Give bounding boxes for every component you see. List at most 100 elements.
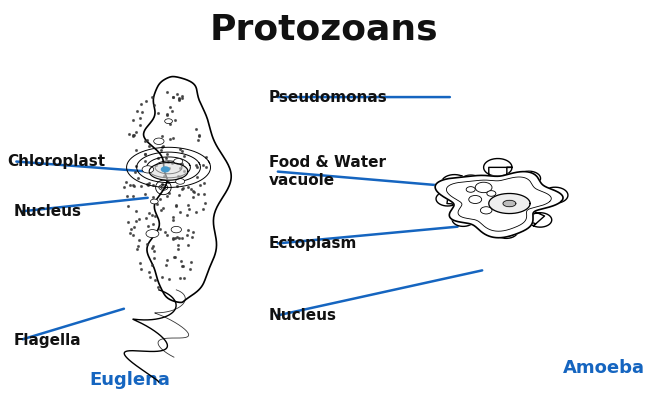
Text: Amoeba: Amoeba	[563, 359, 645, 377]
Point	[177, 186, 187, 192]
Point	[198, 162, 208, 169]
Point	[195, 132, 205, 139]
Point	[164, 120, 175, 127]
Point	[140, 138, 150, 144]
Point	[164, 276, 174, 283]
Point	[173, 246, 183, 252]
Point	[125, 230, 136, 236]
Point	[148, 193, 159, 200]
Point	[168, 217, 178, 223]
Polygon shape	[435, 172, 563, 238]
Point	[140, 191, 150, 198]
Point	[164, 190, 174, 196]
Polygon shape	[452, 198, 502, 226]
Point	[133, 243, 143, 249]
Point	[162, 232, 172, 239]
Point	[153, 284, 163, 290]
Point	[134, 216, 145, 222]
Point	[136, 266, 147, 272]
Point	[198, 180, 209, 186]
Text: Protozoans: Protozoans	[209, 13, 438, 47]
Point	[161, 154, 172, 161]
Point	[128, 193, 138, 199]
Point	[141, 136, 152, 143]
Point	[124, 181, 135, 188]
Point	[147, 199, 158, 205]
Point	[157, 274, 167, 280]
Point	[191, 125, 201, 132]
Point	[168, 135, 179, 141]
Point	[189, 189, 199, 195]
Point	[192, 174, 202, 181]
Point	[149, 255, 160, 261]
Point	[197, 206, 208, 212]
Point	[159, 173, 169, 179]
Point	[168, 94, 178, 101]
Point	[162, 179, 173, 185]
Point	[170, 254, 181, 260]
Text: Nucleus: Nucleus	[269, 308, 337, 324]
Point	[147, 243, 158, 249]
Point	[158, 205, 168, 211]
Point	[140, 150, 150, 157]
Point	[183, 242, 193, 248]
Point	[156, 147, 166, 153]
Point	[170, 117, 180, 123]
Point	[183, 226, 193, 233]
Circle shape	[142, 166, 154, 173]
Polygon shape	[483, 158, 512, 202]
Point	[128, 224, 139, 231]
Point	[130, 169, 140, 175]
Point	[174, 274, 185, 281]
Point	[140, 151, 151, 157]
Point	[175, 174, 185, 181]
Circle shape	[164, 119, 172, 124]
Point	[162, 89, 172, 95]
Circle shape	[146, 230, 159, 238]
Point	[152, 201, 162, 208]
Point	[193, 132, 204, 139]
Point	[134, 237, 145, 243]
Polygon shape	[149, 162, 188, 180]
Text: Chloroplast: Chloroplast	[7, 154, 105, 169]
Point	[164, 164, 175, 171]
Point	[182, 212, 193, 218]
Point	[162, 111, 172, 117]
Point	[123, 131, 134, 138]
Point	[141, 98, 151, 105]
Point	[126, 225, 136, 232]
Point	[192, 164, 202, 170]
Point	[136, 100, 147, 107]
Point	[165, 135, 176, 142]
Polygon shape	[441, 174, 502, 206]
Point	[193, 191, 203, 197]
Circle shape	[469, 195, 481, 204]
Point	[201, 164, 212, 170]
Point	[129, 131, 140, 138]
Point	[174, 94, 184, 101]
Point	[119, 183, 129, 190]
Point	[122, 193, 132, 199]
Circle shape	[476, 182, 492, 193]
Point	[183, 202, 193, 208]
Point	[128, 182, 138, 188]
Point	[140, 158, 151, 164]
Point	[157, 133, 167, 139]
Point	[137, 109, 147, 115]
Point	[134, 122, 145, 128]
Point	[160, 229, 170, 235]
Point	[157, 143, 167, 150]
Point	[182, 232, 193, 238]
Text: Pseudomonas: Pseudomonas	[269, 89, 387, 105]
Point	[195, 182, 205, 189]
Point	[156, 206, 166, 213]
Circle shape	[487, 191, 496, 196]
Point	[146, 166, 157, 172]
Point	[122, 218, 133, 225]
Circle shape	[154, 138, 164, 144]
Point	[149, 277, 160, 284]
Point	[164, 104, 175, 110]
Circle shape	[480, 207, 492, 214]
Point	[134, 260, 145, 266]
Point	[171, 203, 181, 209]
